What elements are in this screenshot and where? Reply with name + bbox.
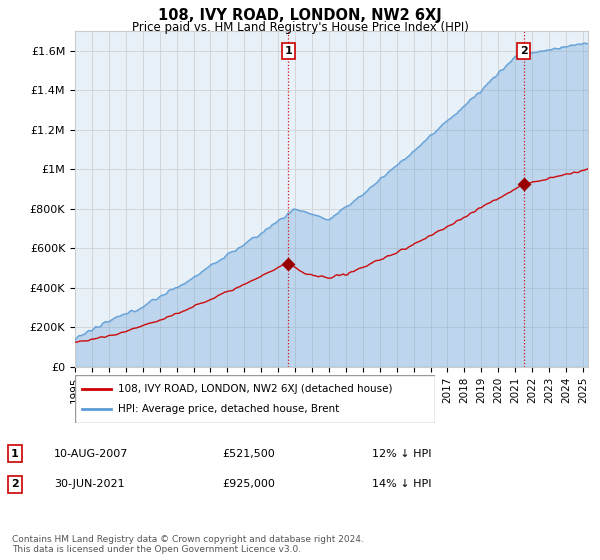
Text: 14% ↓ HPI: 14% ↓ HPI: [372, 479, 431, 489]
Text: 2: 2: [520, 46, 527, 56]
Text: 108, IVY ROAD, LONDON, NW2 6XJ: 108, IVY ROAD, LONDON, NW2 6XJ: [158, 8, 442, 24]
Text: 1: 1: [284, 46, 292, 56]
Text: £925,000: £925,000: [222, 479, 275, 489]
Text: 10-AUG-2007: 10-AUG-2007: [54, 449, 128, 459]
Text: 12% ↓ HPI: 12% ↓ HPI: [372, 449, 431, 459]
Text: Contains HM Land Registry data © Crown copyright and database right 2024.
This d: Contains HM Land Registry data © Crown c…: [12, 535, 364, 554]
Text: 30-JUN-2021: 30-JUN-2021: [54, 479, 125, 489]
Text: 2: 2: [11, 479, 19, 489]
Text: 1: 1: [11, 449, 19, 459]
Text: 108, IVY ROAD, LONDON, NW2 6XJ (detached house): 108, IVY ROAD, LONDON, NW2 6XJ (detached…: [118, 384, 392, 394]
Point: [519, 180, 529, 189]
FancyBboxPatch shape: [75, 375, 435, 423]
Text: HPI: Average price, detached house, Brent: HPI: Average price, detached house, Bren…: [118, 404, 340, 414]
Point: [284, 259, 293, 268]
Text: Price paid vs. HM Land Registry's House Price Index (HPI): Price paid vs. HM Land Registry's House …: [131, 21, 469, 34]
Text: £521,500: £521,500: [222, 449, 275, 459]
